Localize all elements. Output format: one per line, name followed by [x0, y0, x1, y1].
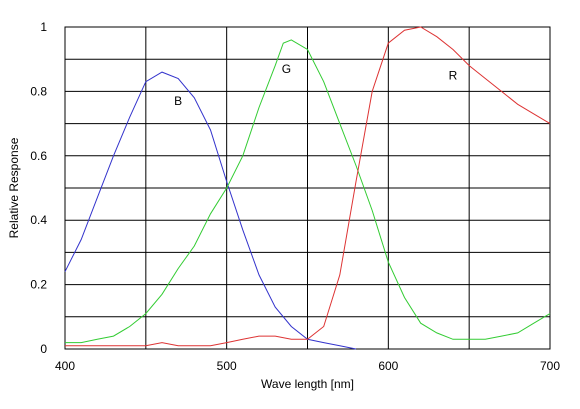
- series-lines: [64, 26, 551, 350]
- tick-labels: 400 500 600 700 0 0.2 0.4 0.6 0.8 1: [30, 20, 560, 373]
- series-line-r: [65, 26, 551, 347]
- x-tick-label: 400: [55, 359, 75, 373]
- x-tick-label: 700: [540, 359, 560, 373]
- series-labels: B G R: [174, 62, 458, 108]
- series-label-g: G: [282, 62, 291, 76]
- y-tick-label: 0.4: [30, 213, 47, 227]
- y-tick-label: 0.2: [30, 278, 47, 292]
- grid: [65, 27, 550, 349]
- y-tick-label: 1: [40, 20, 47, 34]
- y-tick-label: 0.8: [30, 84, 47, 98]
- y-tick-label: 0: [40, 342, 47, 356]
- x-tick-label: 600: [378, 359, 398, 373]
- y-axis-title: Relative Response: [7, 137, 21, 238]
- series-label-r: R: [449, 68, 458, 82]
- x-axis-title: Wave length [nm]: [261, 377, 354, 391]
- series-label-b: B: [174, 94, 182, 108]
- series-line-g: [65, 39, 551, 344]
- y-tick-label: 0.6: [30, 149, 47, 163]
- x-tick-label: 500: [217, 359, 237, 373]
